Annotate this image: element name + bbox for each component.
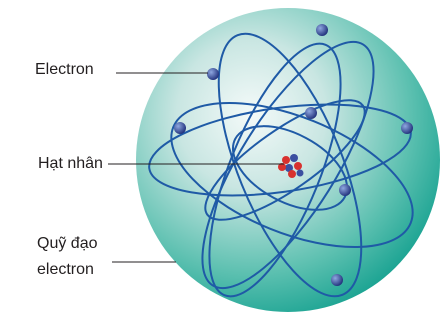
proton <box>288 170 296 178</box>
electron <box>316 24 328 36</box>
diagram-canvas: Electron Hạt nhân Quỹ đạo electron <box>0 0 442 315</box>
proton <box>282 156 290 164</box>
label-orbit: electron <box>37 261 94 278</box>
label-orbit: Quỹ đạo <box>37 235 98 252</box>
electron <box>174 122 186 134</box>
neutron <box>297 170 304 177</box>
electron <box>207 68 219 80</box>
electron <box>305 107 317 119</box>
electron <box>401 122 413 134</box>
atom-diagram: Electron Hạt nhân Quỹ đạo electron <box>0 0 442 315</box>
electron <box>331 274 343 286</box>
label-electron: Electron <box>35 61 94 78</box>
neutron <box>290 154 298 162</box>
electron <box>339 184 351 196</box>
label-nucleus: Hạt nhân <box>38 155 103 172</box>
proton <box>294 162 302 170</box>
